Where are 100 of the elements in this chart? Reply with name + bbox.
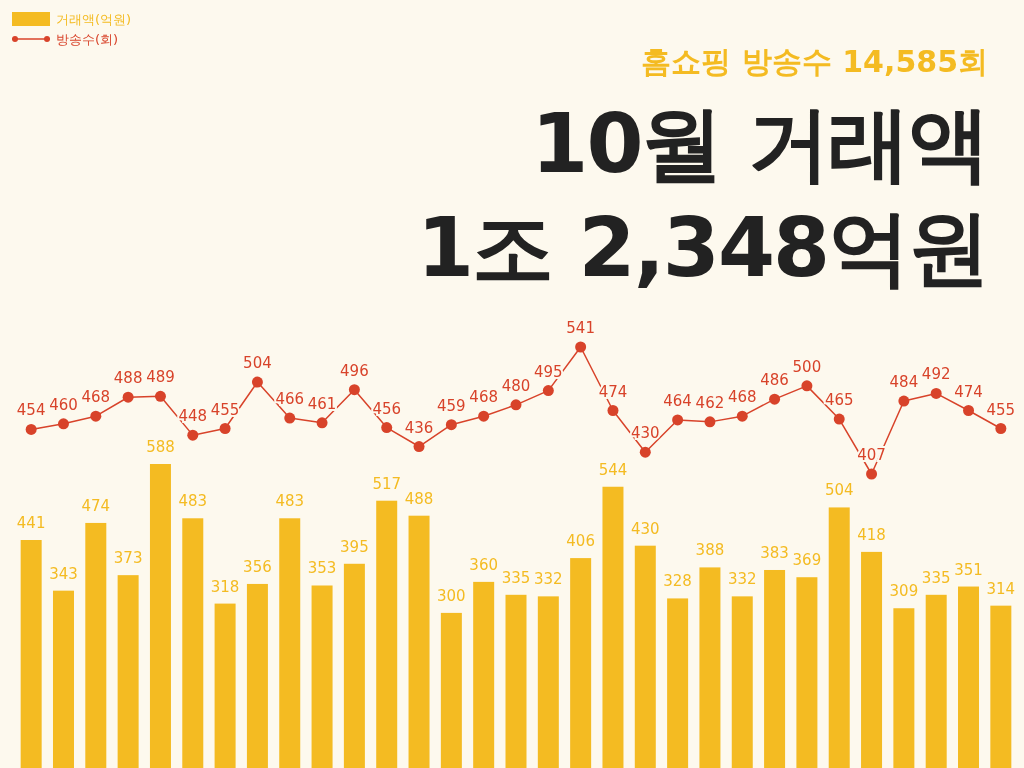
data-label: 474: [954, 382, 983, 401]
data-label: 462: [695, 393, 725, 412]
bar: [796, 577, 818, 768]
data-label: 492: [921, 365, 951, 384]
point: [316, 417, 328, 429]
bar: [537, 596, 559, 768]
point: [963, 405, 975, 416]
bar: [634, 545, 656, 768]
data-label: 356: [243, 557, 272, 576]
point: [251, 376, 263, 388]
data-label: 468: [469, 388, 498, 407]
point: [866, 468, 878, 480]
data-label: 441: [16, 514, 46, 532]
data-label: 459: [437, 396, 466, 415]
data-label: 484: [889, 373, 919, 392]
data-label: 309: [889, 582, 919, 601]
point: [898, 395, 910, 407]
bar: [20, 540, 42, 768]
point: [736, 410, 748, 422]
bar: [279, 518, 301, 768]
data-label: 314: [986, 579, 1016, 598]
bar: [958, 586, 980, 768]
bar: [408, 515, 430, 768]
bar: [893, 608, 915, 768]
point: [704, 416, 716, 428]
point: [995, 423, 1007, 435]
legend-label: 방송수(회): [56, 32, 119, 47]
bar: [699, 567, 721, 768]
bar: [182, 518, 204, 768]
data-label: 495: [534, 362, 563, 381]
data-label: 383: [760, 543, 789, 562]
point: [187, 429, 199, 441]
legend-label: 거래액(억원): [56, 12, 132, 27]
point: [639, 446, 651, 458]
data-label: 406: [566, 532, 595, 551]
chart-title: 10월 거래액 1조 2,348억원: [417, 95, 988, 297]
bar: [473, 581, 495, 768]
bar: [117, 575, 139, 768]
data-label: 343: [49, 564, 78, 583]
data-label: 448: [178, 407, 208, 426]
point: [672, 414, 684, 426]
point: [348, 384, 360, 396]
bar: [861, 551, 883, 768]
chart-subtitle: 홈쇼핑 방송수 14,585회: [641, 43, 988, 81]
point: [833, 413, 845, 425]
point: [381, 422, 393, 434]
bar: [311, 585, 333, 768]
point: [607, 405, 619, 416]
data-label: 468: [81, 388, 111, 407]
data-label: 488: [404, 489, 434, 508]
point: [57, 418, 69, 430]
data-label: 483: [275, 492, 305, 511]
point: [413, 441, 425, 453]
point: [542, 385, 554, 397]
bar: [149, 464, 171, 768]
bar: [246, 583, 268, 768]
data-label: 335: [921, 568, 951, 587]
data-label: 430: [630, 424, 660, 443]
bar: [376, 500, 398, 768]
point: [219, 423, 231, 435]
data-label: 430: [630, 519, 660, 538]
data-label: 332: [534, 570, 563, 589]
bar: [214, 603, 236, 768]
bar: [52, 590, 74, 768]
data-label: 455: [986, 400, 1016, 419]
data-label: 369: [792, 551, 822, 570]
data-label: 335: [501, 568, 531, 587]
data-label: 455: [210, 400, 240, 419]
data-label: 461: [307, 394, 337, 413]
point: [445, 419, 457, 431]
data-label: 489: [146, 368, 175, 387]
data-label: 300: [437, 586, 466, 605]
data-label: 488: [113, 369, 143, 388]
bar: [570, 558, 592, 768]
data-label: 388: [695, 541, 725, 560]
data-label: 486: [760, 371, 789, 390]
data-label: 373: [113, 549, 143, 568]
data-label: 464: [663, 391, 692, 410]
data-label: 496: [340, 361, 369, 380]
point: [769, 393, 781, 405]
point: [154, 390, 166, 402]
bar: [764, 569, 786, 768]
point: [25, 423, 37, 435]
bar: [85, 522, 107, 768]
bar: [343, 563, 365, 768]
data-label: 504: [824, 481, 854, 500]
bar: [602, 486, 624, 768]
data-label: 353: [307, 559, 337, 578]
data-label: 588: [146, 438, 175, 456]
data-label: 504: [243, 354, 272, 373]
bar: [925, 594, 947, 768]
bar: [667, 598, 689, 768]
bar: [440, 612, 462, 768]
data-label: 474: [81, 496, 111, 515]
data-label: 480: [501, 376, 531, 395]
data-label: 360: [469, 555, 498, 574]
data-label: 468: [727, 388, 757, 407]
data-label: 454: [16, 401, 46, 420]
data-label: 465: [824, 391, 854, 410]
data-label: 351: [954, 560, 983, 579]
